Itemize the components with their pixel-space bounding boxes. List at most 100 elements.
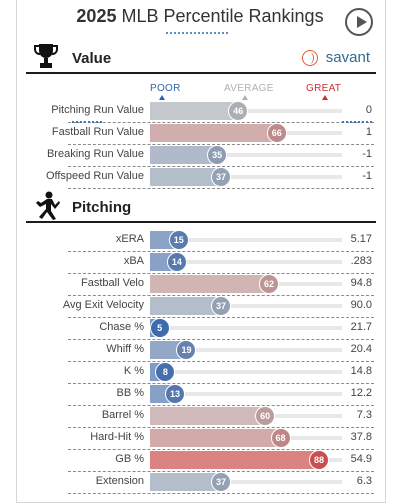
percentile-value-marker: 62 — [259, 274, 280, 294]
row-separator — [68, 471, 374, 472]
row-separator — [68, 427, 374, 428]
metric-label: xBA — [123, 255, 144, 267]
table-row: GB % 88 54.9 — [0, 449, 400, 472]
percentile-value-marker: 37 — [211, 296, 232, 316]
table-row: Offspeed Run Value 37 -1 — [0, 166, 400, 189]
percentile-value-marker: 66 — [266, 123, 287, 143]
metric-label: xERA — [115, 233, 144, 245]
row-separator — [68, 339, 374, 340]
stat-value: 0 — [365, 104, 372, 116]
percentile-track — [150, 260, 342, 264]
page-title: 2025 MLB Percentile Rankings — [0, 6, 400, 27]
percentile-bar — [150, 102, 239, 120]
metric-label: Extension — [95, 475, 144, 487]
percentile-track — [150, 175, 342, 179]
stat-value: 94.8 — [350, 277, 372, 289]
percentile-track — [150, 326, 342, 330]
table-row: Fastball Run Value 66 1 — [0, 122, 400, 145]
row-separator — [68, 493, 374, 494]
stat-value: -1 — [362, 148, 372, 160]
percentile-value-marker: 15 — [168, 230, 189, 250]
row-separator — [68, 317, 374, 318]
table-row: Fastball Velo 62 94.8 — [0, 273, 400, 296]
stat-value: 21.7 — [350, 321, 372, 333]
metric-label: Fastball Run Value — [51, 126, 144, 138]
row-separator — [68, 383, 374, 384]
percentile-value-marker: 14 — [166, 252, 187, 272]
pitching-section-label: Pitching — [72, 199, 132, 216]
stat-value: 6.3 — [356, 475, 372, 487]
table-row: Extension 37 6.3 — [0, 471, 400, 494]
scale-great-marker — [322, 95, 328, 100]
stat-value: 20.4 — [350, 343, 372, 355]
percentile-value-marker: 46 — [228, 101, 249, 121]
table-row: BB % 13 12.2 — [0, 383, 400, 406]
savant-brand: savant — [325, 49, 370, 66]
trophy-icon — [34, 44, 58, 68]
percentile-value-marker: 60 — [255, 406, 276, 426]
row-separator — [68, 361, 374, 362]
metric-label: Barrel % — [101, 409, 144, 421]
row-separator — [68, 449, 374, 450]
percentile-bar — [150, 473, 222, 491]
metric-label: Hard-Hit % — [90, 431, 144, 443]
title-text: MLB Percentile Rankings — [116, 6, 324, 26]
left-cutline — [72, 121, 102, 123]
percentile-track — [150, 348, 342, 352]
row-separator — [68, 251, 374, 252]
metric-label: Offspeed Run Value — [45, 170, 144, 182]
percentile-bar — [150, 168, 222, 186]
percentile-track — [150, 153, 342, 157]
table-row: Breaking Run Value 35 -1 — [0, 144, 400, 167]
metric-label: Pitching Run Value — [51, 104, 144, 116]
stat-value: -1 — [362, 170, 372, 182]
row-separator — [68, 166, 374, 167]
value-section-rule — [26, 72, 376, 74]
stat-value: 90.0 — [350, 299, 372, 311]
percentile-bar — [150, 451, 319, 469]
stat-value: 12.2 — [350, 387, 372, 399]
row-separator — [68, 405, 374, 406]
scale-poor-marker — [159, 95, 165, 100]
title-underline — [166, 32, 228, 34]
value-section-header: Value savant — [26, 44, 376, 74]
table-row: Barrel % 60 7.3 — [0, 405, 400, 428]
stat-value: 14.8 — [350, 365, 372, 377]
percentile-value-marker: 37 — [211, 167, 232, 187]
metric-label: Avg Exit Velocity — [62, 299, 144, 311]
percentile-value-marker: 37 — [211, 472, 232, 492]
stat-value: 54.9 — [350, 453, 372, 465]
percentile-bar — [150, 429, 281, 447]
metric-label: Fastball Velo — [81, 277, 144, 289]
percentile-track — [150, 304, 342, 308]
percentile-value-marker: 68 — [270, 428, 291, 448]
table-row: Chase % 5 21.7 — [0, 317, 400, 340]
metric-label: K % — [123, 365, 144, 377]
metric-label: BB % — [116, 387, 144, 399]
table-row: Avg Exit Velocity 37 90.0 — [0, 295, 400, 318]
metric-label: Whiff % — [106, 343, 144, 355]
row-separator — [68, 295, 374, 296]
table-row: xERA 15 5.17 — [0, 229, 400, 252]
row-separator — [68, 144, 374, 145]
stat-value: .283 — [350, 255, 372, 267]
scale-average-label: AVERAGE — [224, 83, 274, 94]
row-separator — [68, 122, 374, 123]
savant-logo-icon — [302, 50, 318, 66]
pitching-section-rule — [26, 221, 376, 223]
table-row: K % 8 14.8 — [0, 361, 400, 384]
percentile-bar — [150, 407, 266, 425]
stat-value: 37.8 — [350, 431, 372, 443]
table-row: Hard-Hit % 68 37.8 — [0, 427, 400, 450]
stat-value: 1 — [365, 126, 372, 138]
play-button[interactable] — [345, 8, 373, 36]
percentile-track — [150, 480, 342, 484]
table-row: xBA 14 .283 — [0, 251, 400, 274]
title-year: 2025 — [76, 6, 117, 26]
percentile-value-marker: 13 — [164, 384, 185, 404]
metric-label: Chase % — [99, 321, 144, 333]
percentile-track — [150, 238, 342, 242]
percentile-bar — [150, 275, 270, 293]
percentile-value-marker: 35 — [207, 145, 228, 165]
percentile-bar — [150, 297, 222, 315]
